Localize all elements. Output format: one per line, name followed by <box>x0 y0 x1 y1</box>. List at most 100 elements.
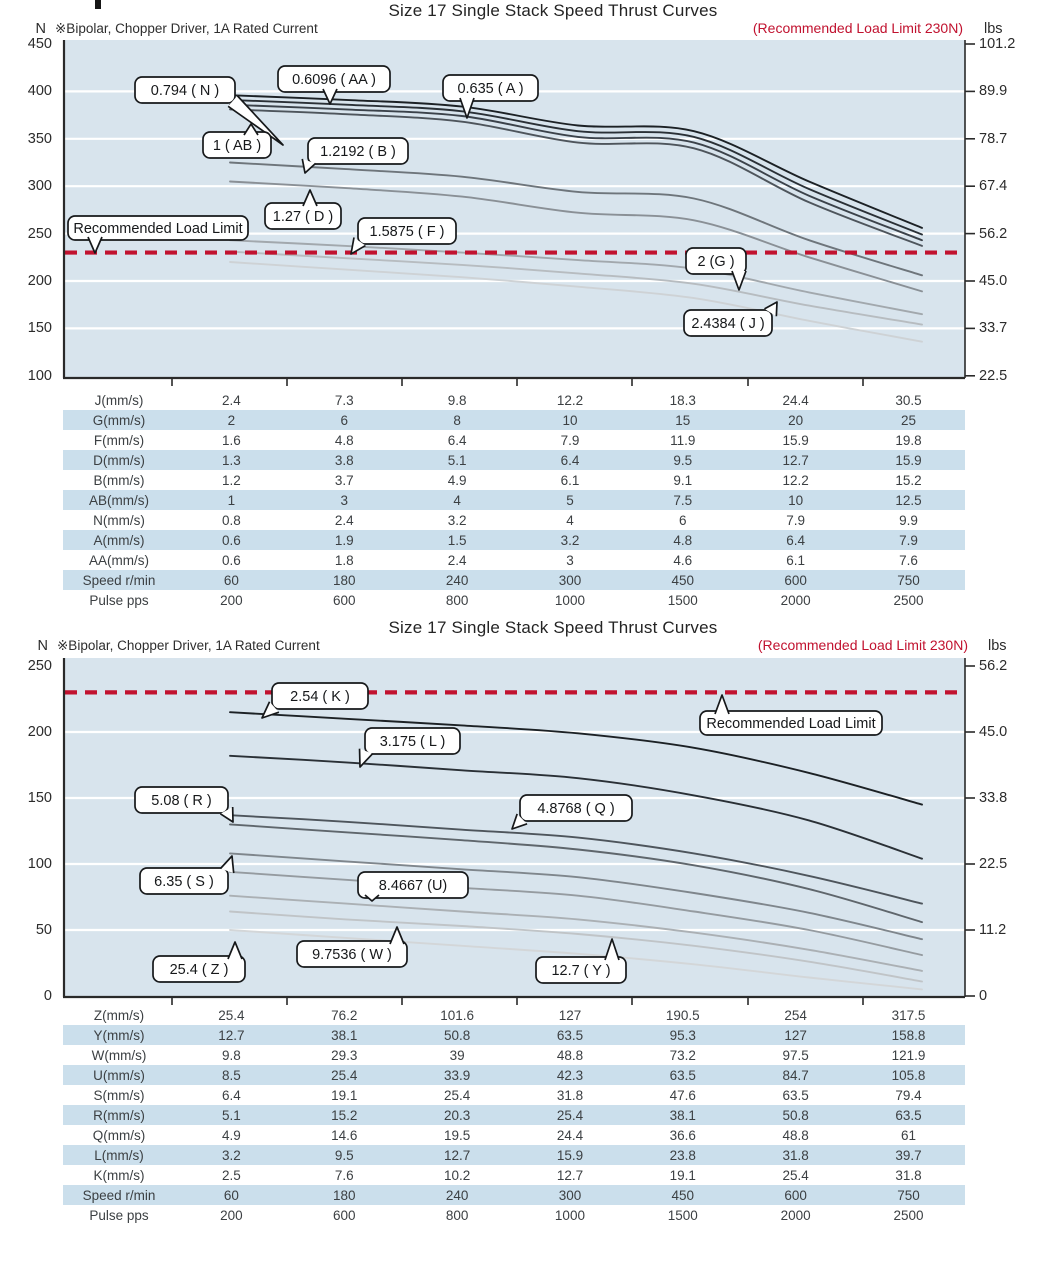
curve-B <box>229 161 923 277</box>
callout-box <box>685 247 747 275</box>
table-cell: 105.8 <box>891 1067 926 1083</box>
table-cell: 60 <box>223 1187 239 1203</box>
callout-text: 0.794 ( N ) <box>151 83 220 99</box>
y-axis-label-N: 200 <box>27 273 52 289</box>
table-cell: 12.5 <box>895 492 922 508</box>
table-cell: 2000 <box>780 592 811 608</box>
table-cell: 1.6 <box>222 432 241 448</box>
table-row: G(mm/s) 2 6 8 10 15 20 25 <box>63 410 965 430</box>
table-cell: 9.5 <box>334 1147 354 1163</box>
table-cell: 25.4 <box>218 1007 245 1023</box>
table-cell: 47.6 <box>669 1087 696 1103</box>
table-cell: 12.7 <box>782 452 809 468</box>
table-row: Speed r/min 60 180 240 300 450 600 750 <box>63 1185 965 1205</box>
callout-pointer <box>87 236 103 254</box>
table-cell: 5.1 <box>447 452 467 468</box>
table-cell: 8.5 <box>222 1067 241 1083</box>
table-cell: 12.7 <box>443 1147 471 1163</box>
table-cell: 24.4 <box>556 1127 584 1143</box>
y-axis-label-lbs: 22.5 <box>979 856 1008 872</box>
callout-box <box>296 940 408 968</box>
callout-pointer <box>731 270 747 291</box>
callout-box <box>535 956 627 984</box>
callout-label: 0.6096 ( AA ) <box>277 65 391 105</box>
table-cell: 1.5 <box>447 532 467 548</box>
table-row: Pulse pps 200 600 800 1000 1500 2000 2500 <box>63 1205 965 1225</box>
callout-label: 1.2192 ( B ) <box>301 137 409 174</box>
table-row: Pulse pps 200 600 800 1000 1500 2000 2500 <box>63 590 965 610</box>
curve-N <box>229 103 923 242</box>
table-cell: 750 <box>897 1187 920 1203</box>
callout-text: 1.27 ( D ) <box>273 209 333 225</box>
table-cell: 20.3 <box>443 1107 471 1123</box>
row-label: U(mm/s) <box>93 1067 145 1083</box>
y-axis-label-lbs: 33.7 <box>979 320 1008 337</box>
table-cell: 4.9 <box>222 1127 241 1143</box>
callout-pointer <box>714 694 730 715</box>
table-cell: 50.8 <box>443 1027 471 1043</box>
callout-label: 1 ( AB ) <box>202 123 272 159</box>
curve-K <box>229 711 923 806</box>
table-cell: 18.3 <box>669 392 696 408</box>
table-cell: 6.1 <box>786 552 806 568</box>
row-label: Pulse pps <box>89 592 149 608</box>
chart2-right-axis-unit: lbs <box>988 638 1007 654</box>
callout-pointer <box>604 938 620 961</box>
table-cell: 12.2 <box>782 472 809 488</box>
row-label: AB(mm/s) <box>89 492 149 508</box>
table-cell: 240 <box>445 1187 469 1203</box>
table-cell: 4.9 <box>447 472 467 488</box>
table-cell: 61 <box>901 1127 917 1143</box>
table-cell: 15.9 <box>782 432 809 448</box>
callout-box <box>152 955 246 983</box>
callout-label: 2.4384 ( J ) <box>683 301 778 337</box>
table-cell: 31.8 <box>782 1147 809 1163</box>
y-axis-label-N: 250 <box>27 225 52 242</box>
table-cell: 1.2 <box>222 472 241 488</box>
callout-box <box>67 215 249 241</box>
y-axis-label-N: 150 <box>27 320 52 337</box>
y-axis-label-lbs: 45.0 <box>979 724 1008 740</box>
table-cell: 9.8 <box>447 392 467 408</box>
table-cell: 2.4 <box>334 512 354 528</box>
callout-label: 5.08 ( R ) <box>134 786 234 823</box>
callout-label: 12.7 ( Y ) <box>535 938 627 984</box>
table-cell: 300 <box>558 572 582 588</box>
table-cell: 3.2 <box>560 532 580 548</box>
row-label: AA(mm/s) <box>89 552 149 568</box>
table-cell: 15.2 <box>331 1107 358 1123</box>
curve-AA <box>229 94 923 229</box>
table-cell: 4 <box>566 512 574 528</box>
table-cell: 7.5 <box>673 492 693 508</box>
table-row: Speed r/min 60 180 240 300 450 600 750 <box>63 570 965 590</box>
callout-box <box>357 871 469 899</box>
table-cell: 10 <box>562 412 578 428</box>
table-cell: 15.2 <box>895 472 922 488</box>
callout-pointer <box>364 894 380 902</box>
y-axis-label-lbs: 56.2 <box>979 658 1008 674</box>
chart1-plot: 0.794 ( N ) 0.6096 ( AA ) 0.635 ( A ) 1 ( A… <box>62 40 975 386</box>
table-cell: 48.8 <box>782 1127 809 1143</box>
y-axis-label-lbs: 101.2 <box>979 36 1016 52</box>
callout-box <box>357 217 457 245</box>
callout-box <box>683 309 773 337</box>
table-cell: 23.8 <box>669 1147 696 1163</box>
table-cell: 317.5 <box>891 1007 926 1023</box>
table-row: Z(mm/s) 25.4 76.2 101.6 127 190.5 254 317.5 <box>63 1005 965 1025</box>
table-cell: 4 <box>453 492 461 508</box>
table-cell: 6.1 <box>560 472 580 488</box>
table-cell: 1 <box>227 492 236 508</box>
table-cell: 95.3 <box>669 1027 696 1043</box>
callout-text: 2.4384 ( J ) <box>691 316 764 332</box>
y-axis-label-N: 350 <box>27 130 52 147</box>
table-cell: 2.4 <box>447 552 467 568</box>
table-cell: 121.9 <box>891 1047 926 1063</box>
table-cell: 127 <box>784 1027 807 1043</box>
callout-text: 8.4667 (U) <box>379 878 448 894</box>
curve-Z <box>229 929 923 991</box>
table-cell: 31.8 <box>556 1087 584 1103</box>
table-cell: 19.1 <box>669 1167 696 1183</box>
table-cell: 76.2 <box>331 1007 358 1023</box>
table-cell: 25.4 <box>556 1107 584 1123</box>
callout-pointer <box>227 941 243 960</box>
